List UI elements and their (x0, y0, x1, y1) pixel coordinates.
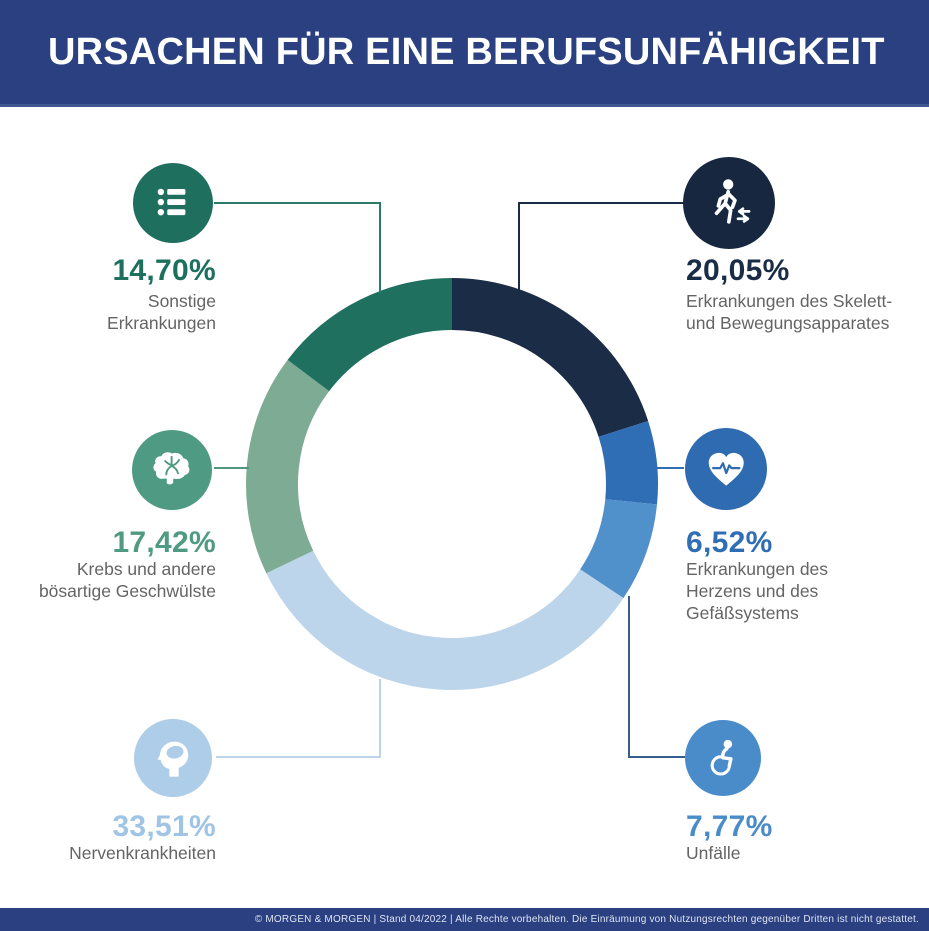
head-brain-icon (134, 719, 212, 797)
percent-sonstige: 14,70% (112, 254, 216, 287)
donut-segments (246, 278, 658, 690)
percent-unfaelle: 7,77% (686, 810, 773, 843)
label-herz: Erkrankungen des Herzens und des Gefäßsy… (686, 559, 829, 623)
donut-segment-skelett (451, 278, 649, 438)
label-krebs: Krebs und andere bösartige Geschwülste (38, 559, 216, 601)
donut-segment-krebs (246, 359, 330, 574)
brain-icon (132, 430, 212, 510)
donut-segment-sonstige (287, 278, 453, 392)
percent-nerven: 33,51% (112, 810, 216, 843)
connector-skelett (518, 202, 684, 291)
label-sonstige: Sonstige Erkrankungen (107, 291, 216, 333)
percent-krebs: 17,42% (112, 526, 216, 559)
connector-sonstige (214, 202, 381, 293)
walking-person-icon (683, 157, 775, 249)
donut-segment-unfaelle (579, 498, 657, 599)
header-banner: URSACHEN FÜR EINE BERUFSUNFÄHIGKEIT (0, 0, 929, 107)
label-skelett: Erkrankungen des Skelett- und Bewegungsa… (686, 291, 893, 333)
copyright-text: © MORGEN & MORGEN | Stand 04/2022 | Alle… (254, 914, 919, 925)
donut-segment-herz (598, 421, 658, 505)
label-nerven: Nervenkrankheiten (69, 843, 216, 863)
connector-unfaelle (628, 596, 685, 758)
wheelchair-icon (685, 720, 761, 796)
list-icon (133, 163, 213, 243)
percent-skelett: 20,05% (686, 254, 790, 287)
percent-herz: 6,52% (686, 526, 773, 559)
label-unfaelle: Unfälle (686, 843, 741, 863)
heart-pulse-icon (685, 428, 767, 510)
connector-nerven (216, 679, 381, 758)
donut-segment-nerven (266, 550, 624, 690)
page-title: URSACHEN FÜR EINE BERUFSUNFÄHIGKEIT (48, 30, 885, 73)
footer-bar: © MORGEN & MORGEN | Stand 04/2022 | Alle… (0, 908, 929, 931)
